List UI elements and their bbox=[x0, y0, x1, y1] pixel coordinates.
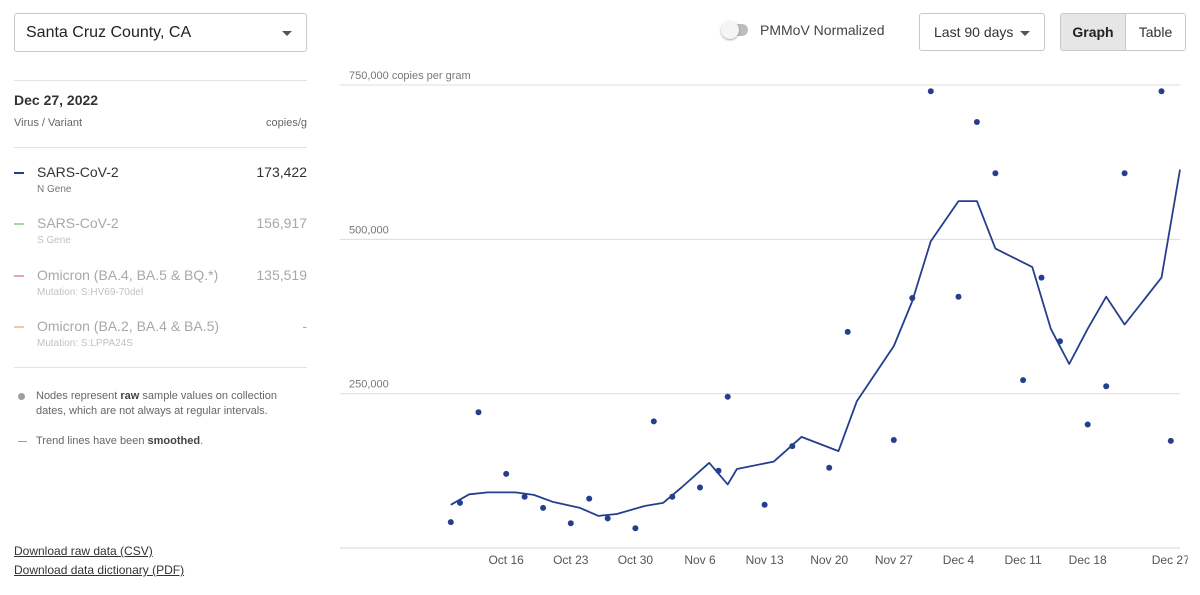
x-tick-label: Nov 27 bbox=[875, 553, 913, 567]
download-dictionary-link[interactable]: Download data dictionary (PDF) bbox=[14, 563, 185, 577]
data-point bbox=[669, 493, 676, 500]
data-point bbox=[521, 493, 528, 500]
legend-row-n-gene[interactable]: SARS-CoV-2 N Gene 173,422 bbox=[14, 164, 307, 204]
data-point bbox=[503, 470, 510, 477]
chevron-down-icon bbox=[1020, 31, 1030, 36]
data-point bbox=[604, 515, 611, 522]
virus-gene: N Gene bbox=[37, 184, 72, 195]
data-point bbox=[890, 437, 897, 443]
series-swatch bbox=[14, 223, 24, 225]
data-point bbox=[1038, 274, 1045, 281]
x-tick-label: Oct 23 bbox=[553, 553, 589, 567]
divider bbox=[14, 147, 307, 148]
x-tick-label: Dec 11 bbox=[1005, 553, 1042, 567]
virus-value: - bbox=[302, 318, 307, 334]
x-tick-label: Nov 6 bbox=[684, 553, 716, 567]
data-point bbox=[724, 393, 731, 400]
note-trend-lines: Trend lines have been smoothed. bbox=[14, 434, 307, 449]
data-point bbox=[475, 409, 482, 416]
graph-view-button[interactable]: Graph bbox=[1061, 14, 1126, 50]
virus-name: Omicron (BA.2, BA.4 & BA.5) bbox=[37, 318, 220, 334]
virus-name: Omicron (BA.4, BA.5 & BQ.*) bbox=[37, 267, 219, 283]
legend-row-omicron-ba2-ba4-ba5[interactable]: Omicron (BA.2, BA.4 & BA.5) Mutation: S:… bbox=[14, 318, 307, 358]
divider bbox=[14, 80, 307, 81]
dash-icon bbox=[18, 441, 27, 442]
virus-mutation: Mutation: S:LPPA24S bbox=[37, 338, 133, 349]
location-select[interactable]: Santa Cruz County, CA bbox=[14, 13, 307, 52]
data-point bbox=[909, 295, 916, 301]
y-tick-label: 500,000 bbox=[349, 224, 389, 236]
legend-row-s-gene[interactable]: SARS-CoV-2 S Gene 156,917 bbox=[14, 215, 307, 255]
x-tick-label: Nov 20 bbox=[810, 553, 848, 567]
series-swatch bbox=[14, 275, 24, 277]
chevron-down-icon bbox=[282, 31, 292, 36]
data-point bbox=[457, 499, 463, 506]
data-point bbox=[844, 328, 851, 335]
note-trend-text: Trend lines have been smoothed. bbox=[36, 435, 204, 447]
legend-column-header: Virus / Variant copies/g bbox=[14, 117, 307, 129]
data-point bbox=[1167, 437, 1174, 444]
data-point bbox=[1057, 338, 1063, 345]
data-point bbox=[973, 119, 980, 125]
toggle-switch[interactable] bbox=[721, 21, 748, 39]
virus-value: 156,917 bbox=[256, 215, 307, 231]
divider bbox=[14, 367, 307, 368]
virus-mutation: Mutation: S:HV69-70del bbox=[37, 287, 144, 298]
data-point bbox=[540, 504, 547, 511]
pmmov-normalized-toggle[interactable]: PMMoV Normalized bbox=[721, 21, 885, 39]
note-raw-text: Nodes represent raw sample values on col… bbox=[36, 390, 277, 417]
series-swatch bbox=[14, 326, 24, 328]
column-unit-label: copies/g bbox=[266, 117, 307, 129]
y-tick-label: 250,000 bbox=[349, 379, 389, 391]
virus-gene: S Gene bbox=[37, 235, 71, 246]
toggle-label: PMMoV Normalized bbox=[760, 22, 885, 38]
x-tick-label: Oct 16 bbox=[488, 553, 524, 567]
column-virus-label: Virus / Variant bbox=[14, 117, 83, 129]
x-tick-label: Dec 27 bbox=[1152, 553, 1188, 567]
date-range-value: Last 90 days bbox=[934, 24, 1014, 40]
date-range-select[interactable]: Last 90 days bbox=[919, 13, 1045, 51]
data-point bbox=[789, 443, 796, 450]
data-point bbox=[927, 88, 934, 95]
data-point bbox=[1020, 377, 1027, 384]
data-point bbox=[650, 418, 657, 425]
data-point bbox=[632, 525, 639, 532]
data-point bbox=[447, 519, 454, 526]
virus-name: SARS-CoV-2 bbox=[37, 164, 119, 180]
table-view-button[interactable]: Table bbox=[1126, 14, 1185, 50]
data-point bbox=[567, 520, 574, 527]
data-point bbox=[715, 467, 722, 474]
data-point bbox=[1121, 170, 1128, 177]
note-raw-values: Nodes represent raw sample values on col… bbox=[14, 389, 307, 419]
data-point bbox=[955, 293, 962, 300]
selected-date: Dec 27, 2022 bbox=[14, 92, 99, 108]
data-point bbox=[586, 495, 593, 502]
x-tick-label: Dec 4 bbox=[943, 553, 975, 567]
download-csv-link[interactable]: Download raw data (CSV) bbox=[14, 544, 153, 558]
toggle-knob bbox=[721, 21, 739, 39]
data-point bbox=[1084, 421, 1091, 428]
data-point bbox=[1158, 88, 1165, 95]
legend-row-omicron-ba4-ba5-bq[interactable]: Omicron (BA.4, BA.5 & BQ.*) Mutation: S:… bbox=[14, 267, 307, 307]
virus-value: 173,422 bbox=[256, 164, 307, 180]
x-tick-label: Nov 13 bbox=[746, 553, 784, 567]
virus-name: SARS-CoV-2 bbox=[37, 215, 119, 231]
x-tick-label: Dec 18 bbox=[1069, 553, 1107, 567]
wastewater-chart: 250,000 500,000 750,000 copies per gram Oct… bbox=[340, 70, 1188, 567]
series-swatch bbox=[14, 172, 24, 174]
data-point bbox=[826, 464, 833, 471]
view-toggle: Graph Table bbox=[1060, 13, 1186, 51]
data-point bbox=[761, 501, 768, 508]
data-point bbox=[697, 484, 703, 491]
trend-line bbox=[450, 169, 1181, 517]
data-point bbox=[992, 170, 999, 177]
location-select-value: Santa Cruz County, CA bbox=[26, 23, 192, 41]
x-tick-label: Oct 30 bbox=[618, 553, 654, 567]
virus-value: 135,519 bbox=[256, 267, 307, 283]
data-point bbox=[1103, 383, 1110, 390]
dot-icon bbox=[18, 393, 25, 400]
y-tick-label: 750,000 copies per gram bbox=[349, 70, 471, 82]
